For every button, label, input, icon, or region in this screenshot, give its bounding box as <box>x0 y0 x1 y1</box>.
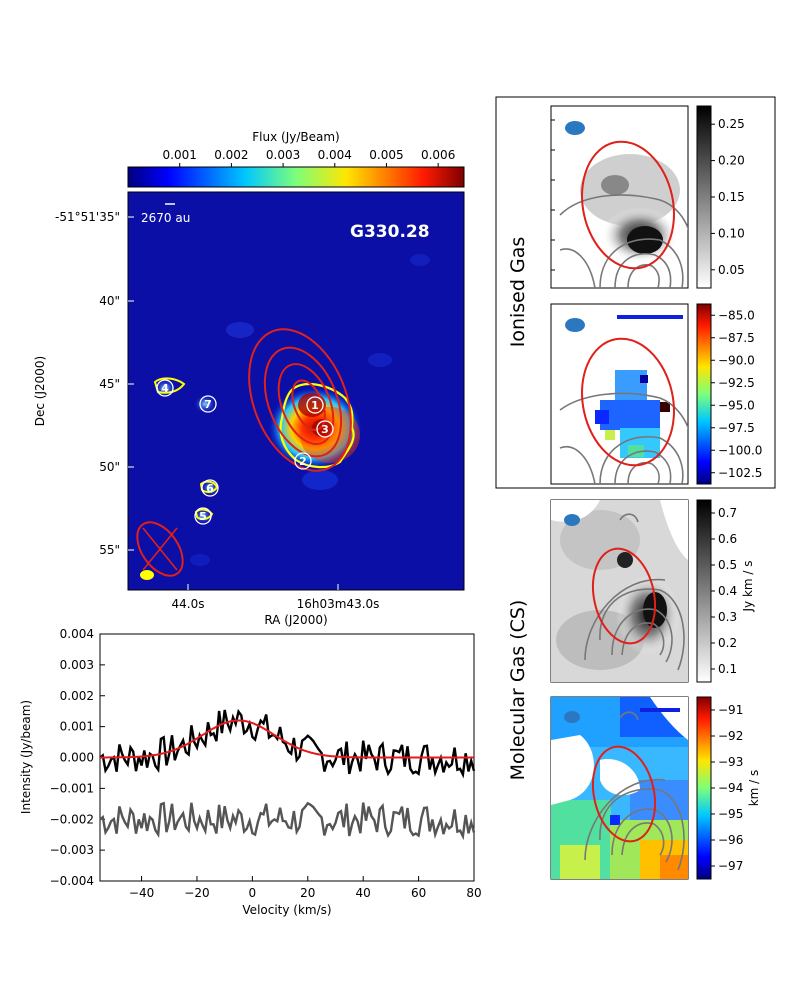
x-tick-label: −40 <box>129 886 154 900</box>
colorbar-tick-label: 0.15 <box>718 190 745 204</box>
colorbar-tick-label: −96 <box>718 833 743 847</box>
colorbar-tick-label: 0.7 <box>718 506 737 520</box>
colorbar-tick-label: 0.1 <box>718 662 737 676</box>
ionised-box <box>495 96 776 489</box>
colorbar-tick-label: 0.004 <box>318 148 352 162</box>
core-label: 3 <box>321 423 329 436</box>
colorbar-tick-label: −97 <box>718 859 743 873</box>
y-tick-label: −0.004 <box>50 874 94 888</box>
cs-intensity-panel: 0.7 0.6 0.5 0.4 0.3 0.2 0.1 Jy km / s <box>550 499 755 683</box>
colorbar-ticks: 0.001 0.002 0.003 0.004 0.005 0.006 <box>163 148 455 167</box>
x-tick-label: 60 <box>411 886 426 900</box>
x-tick-label: 20 <box>300 886 315 900</box>
colorbar-tick-label: −102.5 <box>718 466 762 480</box>
x-tick-label: 80 <box>466 886 481 900</box>
colorbar-tick-label: 0.25 <box>718 117 745 131</box>
colorbar-tick-label: −92 <box>718 729 743 743</box>
core-label: 5 <box>199 510 207 523</box>
ionised-label: Ionised Gas <box>507 237 529 348</box>
y-axis-label: Intensity (Jy/beam) <box>19 700 33 814</box>
beam-ellipse <box>136 521 184 580</box>
colorbar-tick-label: 0.003 <box>266 148 300 162</box>
cs-velocity-colorbar-label: km / s <box>747 770 761 807</box>
ra-tick: 16h03m43.0s <box>297 597 380 611</box>
residual-line <box>99 801 476 841</box>
dec-tick: 45" <box>99 377 120 391</box>
source-name: G330.28 <box>350 222 430 242</box>
colorbar-tick-label: 0.3 <box>718 610 737 624</box>
colorbar-tick-label: −85.0 <box>718 308 755 322</box>
molecular-label: Molecular Gas (CS) <box>507 600 529 781</box>
core-label: 6 <box>206 482 214 495</box>
colorbar-tick-label: −97.5 <box>718 421 755 435</box>
x-axis-label: Velocity (km/s) <box>242 903 331 917</box>
y-axis-label: Dec (J2000) <box>33 356 47 426</box>
y-tick-label: −0.002 <box>50 812 94 826</box>
colorbar <box>127 166 465 188</box>
dec-tick: 55" <box>99 543 120 557</box>
colorbar-tick-label: −92.5 <box>718 376 755 390</box>
colorbar-tick-label: 0.006 <box>421 148 455 162</box>
y-tick-label: 0.002 <box>60 689 94 703</box>
ionised-intensity-panel: 0.25 0.20 0.15 0.10 0.05 <box>550 105 745 289</box>
y-tick-label: 0.003 <box>60 658 94 672</box>
dec-tick: 40" <box>99 294 120 308</box>
colorbar-tick-label: −90.0 <box>718 353 755 367</box>
main-map: Flux (Jy/Beam) 0.001 0.002 0.003 0.004 0.005… <box>33 130 465 627</box>
colorbar-tick-label: 0.20 <box>718 154 745 168</box>
cs-colorbar-label: Jy km / s <box>741 560 755 612</box>
x-tick-label: −20 <box>184 886 209 900</box>
colorbar-tick-label: −95 <box>718 807 743 821</box>
colorbar-tick-label: −93 <box>718 755 743 769</box>
colorbar-tick-label: 0.005 <box>369 148 403 162</box>
dec-tick: 50" <box>99 460 120 474</box>
colorbar-tick-label: −100.0 <box>718 443 762 457</box>
colorbar-tick-label: −94 <box>718 781 743 795</box>
y-tick-label: −0.001 <box>50 781 94 795</box>
y-tick-label: −0.003 <box>50 843 94 857</box>
colorbar-tick-label: 0.6 <box>718 532 737 546</box>
dec-tick: -51°51'35" <box>55 210 120 224</box>
spectrum-line <box>99 708 476 779</box>
colorbar-label: Flux (Jy/Beam) <box>252 130 339 144</box>
y-tick-label: 0.001 <box>60 720 94 734</box>
x-tick-label: 0 <box>249 886 257 900</box>
colorbar-tick-label: 0.001 <box>163 148 197 162</box>
spectrum-plot: −40 −20 0 20 40 60 80 −0.004 −0.003 −0.002 −0.001 0… <box>19 627 482 917</box>
x-axis-label: RA (J2000) <box>264 613 327 627</box>
ionised-velocity-panel: −85.0 −87.5 −90.0 −92.5 −95.0 −97.5 −100.0 −102… <box>550 303 762 485</box>
colorbar-tick-label: 0.05 <box>718 263 745 277</box>
ra-tick: 44.0s <box>172 597 205 611</box>
colorbar-tick-label: 0.5 <box>718 558 737 572</box>
colorbar-tick-label: −91 <box>718 703 743 717</box>
colorbar-tick-label: 0.10 <box>718 226 745 240</box>
y-tick-label: 0.004 <box>60 627 94 641</box>
colorbar-tick-label: 0.2 <box>718 636 737 650</box>
cs-velocity-panel: −91 −92 −93 −94 −95 −96 −97 km / s <box>550 696 761 880</box>
scale-bar-label: 2670 au <box>141 211 190 225</box>
colorbar-tick-label: 0.4 <box>718 584 737 598</box>
colorbar-tick-label: −87.5 <box>718 331 755 345</box>
colorbar-tick-label: −95.0 <box>718 398 755 412</box>
core-label: 7 <box>204 398 212 411</box>
core-label: 1 <box>311 399 319 412</box>
y-tick-label: 0.000 <box>60 751 94 765</box>
core-label: 2 <box>299 455 307 468</box>
x-tick-label: 40 <box>356 886 371 900</box>
core-label: 4 <box>161 382 169 395</box>
gaussian-fit-line <box>100 719 474 759</box>
colorbar-tick-label: 0.002 <box>214 148 248 162</box>
